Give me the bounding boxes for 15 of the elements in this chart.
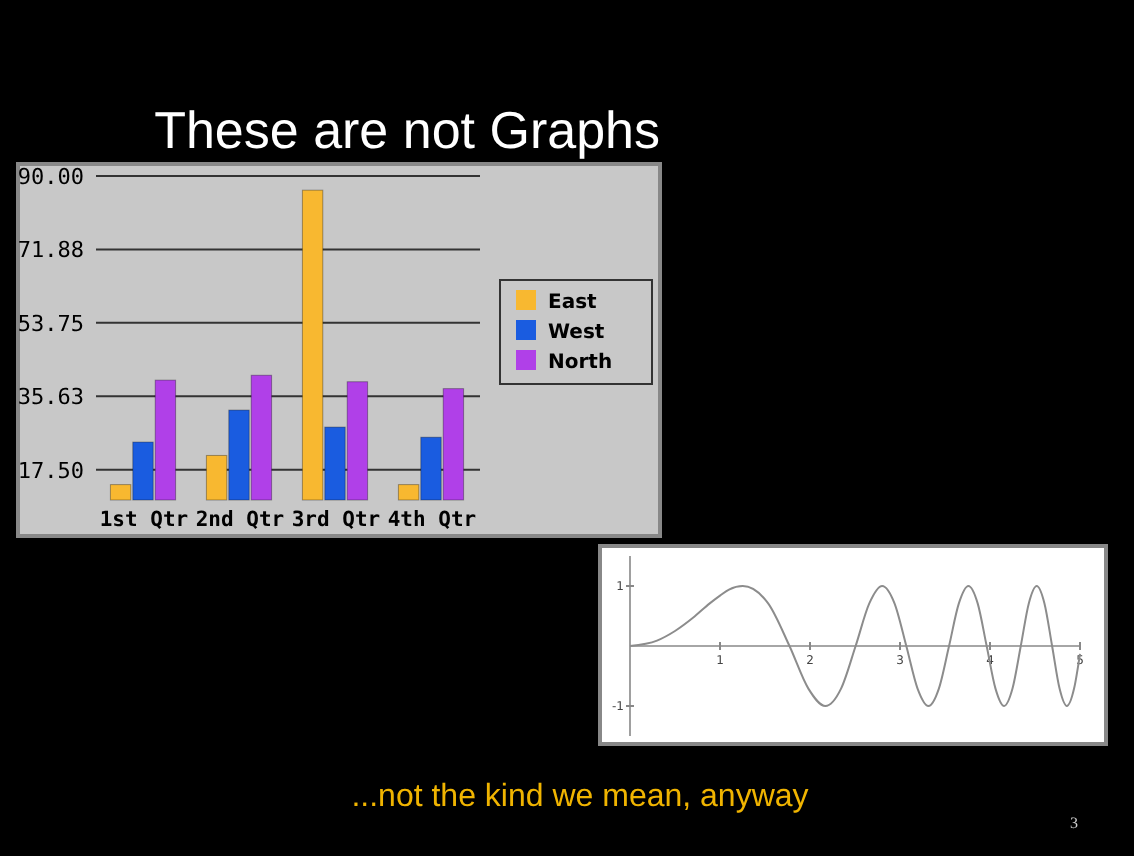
x-tick-label: 3rd Qtr	[291, 508, 381, 532]
legend-label: West	[548, 322, 605, 344]
x-tick-label: 2nd Qtr	[195, 508, 285, 532]
x-tick-label: 1st Qtr	[99, 508, 189, 532]
legend-label: North	[548, 352, 613, 374]
text: 3	[1070, 814, 1078, 832]
legend-label: East	[548, 292, 598, 314]
y-tick-label: 17.50	[17, 457, 84, 484]
y-tick-label: 35.63	[17, 384, 84, 411]
text: ...not the kind we mean, anyway	[351, 780, 809, 814]
y-tick-label: 53.75	[17, 310, 84, 337]
x-tick-label: 4th Qtr	[387, 508, 477, 532]
y-tick-label: 90.00	[17, 164, 84, 190]
y-tick-label: 71.88	[17, 237, 84, 264]
chart-title: These are not Graphs	[154, 100, 660, 160]
